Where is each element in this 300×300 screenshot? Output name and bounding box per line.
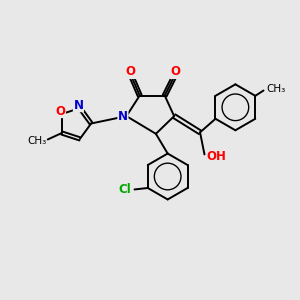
Text: N: N	[74, 99, 83, 112]
Text: O: O	[126, 65, 136, 79]
Text: N: N	[118, 110, 128, 123]
Text: CH₃: CH₃	[27, 136, 46, 146]
Text: O: O	[170, 65, 180, 79]
Text: Cl: Cl	[119, 183, 132, 196]
Text: CH₃: CH₃	[266, 84, 285, 94]
Text: OH: OH	[207, 150, 227, 163]
Text: O: O	[55, 104, 65, 118]
